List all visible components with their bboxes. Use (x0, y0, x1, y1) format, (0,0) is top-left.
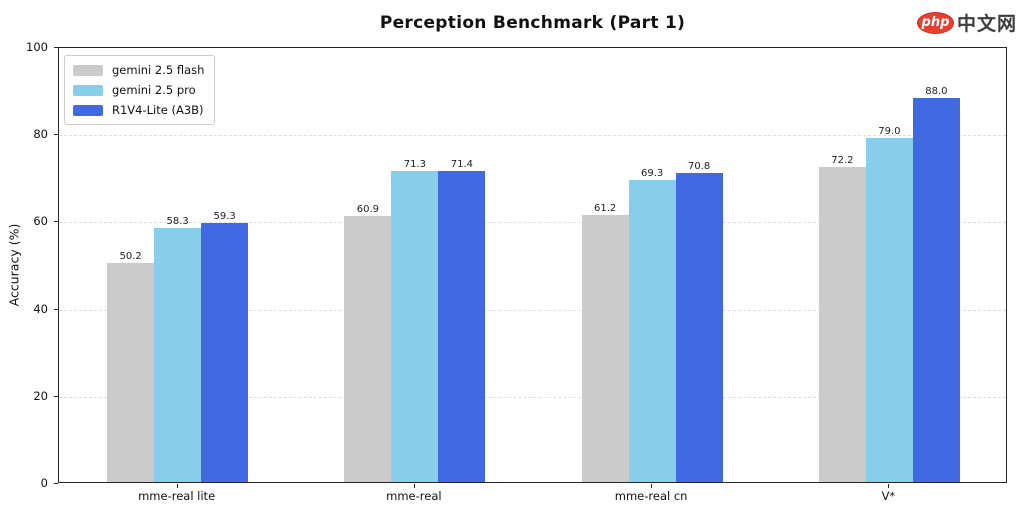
legend: gemini 2.5 flash gemini 2.5 pro R1V4-Lite … (64, 55, 216, 125)
y-tick-mark (54, 47, 58, 48)
bar-value-label: 70.8 (687, 161, 711, 173)
x-tick-label-2: mme-real (386, 489, 442, 503)
bar (201, 223, 249, 482)
x-tick-mark (176, 484, 178, 488)
legend-item: gemini 2.5 flash (73, 63, 204, 77)
bar (391, 171, 439, 482)
bar (912, 98, 960, 482)
y-tick-label: 40 (33, 301, 48, 316)
x-tick-label-4: V* (881, 489, 896, 503)
y-tick-label: 20 (33, 388, 48, 403)
y-tick-label: 60 (33, 214, 48, 229)
bar (107, 263, 155, 482)
y-tick-label: 0 (40, 476, 48, 490)
legend-item: gemini 2.5 pro (73, 83, 204, 97)
bar (818, 167, 866, 482)
bar (581, 215, 629, 482)
gridline-y60 (59, 222, 1006, 224)
y-tick-label: 100 (26, 40, 48, 54)
chart-title: Perception Benchmark (Part 1) (379, 13, 686, 33)
bar-value-label: 79.0 (878, 125, 901, 137)
legend-swatch-icon (73, 64, 103, 76)
bar-value-label: 59.3 (213, 211, 236, 223)
bar-value-label: 58.3 (166, 215, 189, 227)
bar (154, 227, 202, 482)
bar (628, 179, 676, 482)
bar-value-label: 71.3 (403, 159, 426, 171)
gridline-y20 (59, 396, 1006, 398)
bar-value-label: 72.2 (831, 155, 854, 167)
y-tick-mark (54, 395, 58, 397)
legend-item: R1V4-Lite (A3B) (73, 103, 204, 117)
bar-value-label: 60.9 (356, 204, 379, 216)
x-tick-mark (413, 484, 415, 488)
gridline-y40 (59, 309, 1006, 311)
y-axis-title: Accuracy (%) (6, 223, 22, 307)
bar (865, 137, 913, 482)
bar-value-label: 50.2 (119, 251, 142, 263)
x-tick-mark (651, 484, 653, 488)
bar-value-label: 69.3 (640, 167, 664, 179)
legend-swatch-icon (73, 84, 103, 96)
legend-label: gemini 2.5 flash (112, 63, 205, 77)
y-tick-mark (54, 221, 58, 223)
x-tick-mark (888, 484, 890, 488)
php-cn-logo: php 中文网 (916, 9, 1017, 36)
bar-value-label: 71.4 (450, 158, 473, 170)
y-tick-label: 80 (33, 127, 48, 142)
logo-text: 中文网 (956, 13, 1017, 35)
legend-label: R1V4-Lite (A3B) (112, 103, 204, 117)
php-logo-icon: php (916, 11, 954, 34)
bar-value-label: 61.2 (593, 203, 617, 215)
y-tick-mark (54, 134, 58, 136)
bar (675, 173, 723, 482)
plot-area: gemini 2.5 flash gemini 2.5 pro R1V4-Lite … (58, 47, 1007, 483)
gridline-y80 (59, 135, 1006, 137)
x-tick-label-1: mme-real lite (138, 489, 216, 503)
legend-label: gemini 2.5 pro (112, 83, 196, 97)
bar (344, 216, 392, 482)
y-tick-mark (54, 483, 58, 484)
x-tick-label-3: mme-real cn (614, 489, 688, 503)
bar-value-label: 88.0 (925, 86, 948, 98)
y-tick-mark (54, 308, 58, 310)
bar (438, 170, 486, 482)
legend-swatch-icon (73, 104, 103, 116)
